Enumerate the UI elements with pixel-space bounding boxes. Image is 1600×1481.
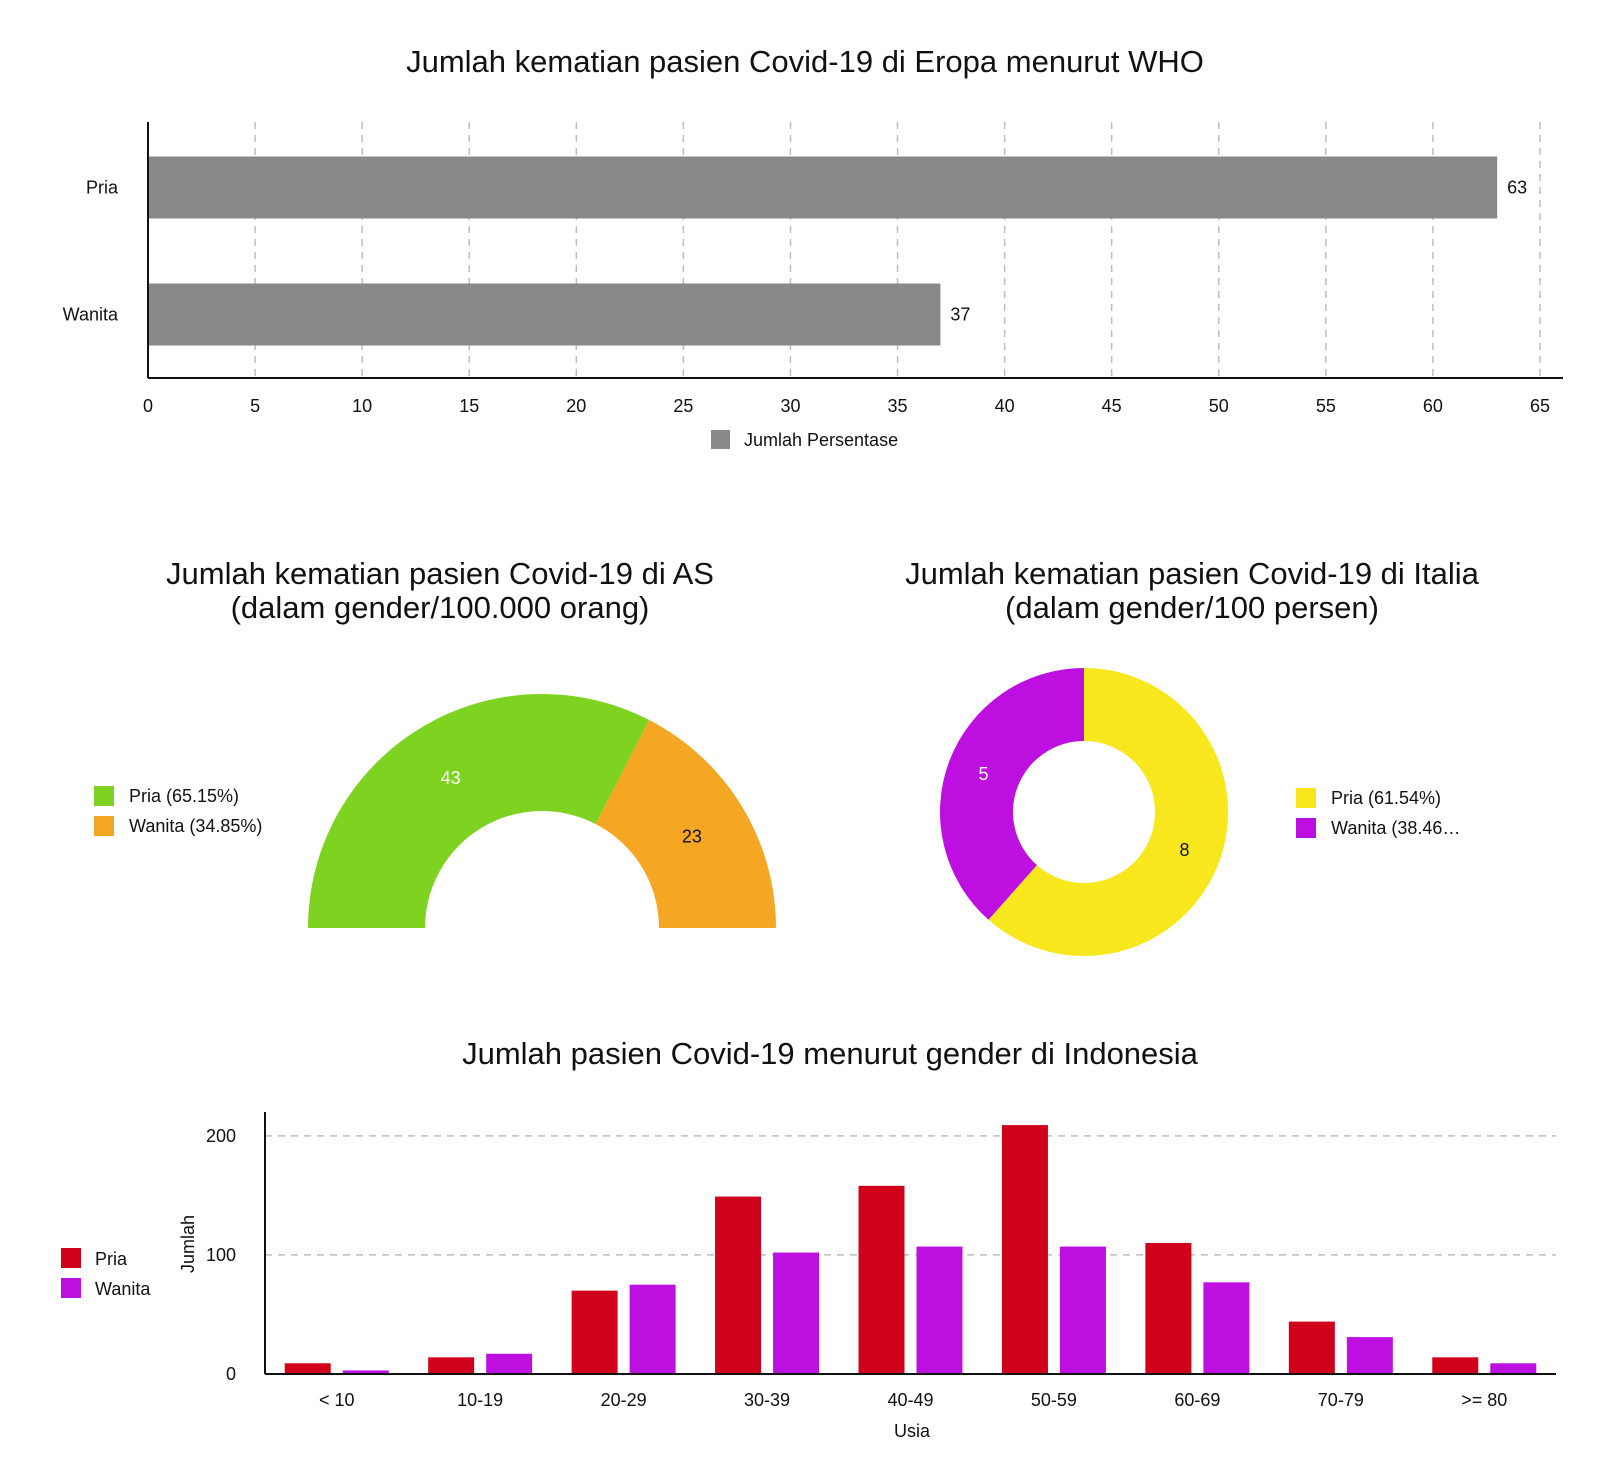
indonesia-bar-wanita xyxy=(1346,1337,1393,1374)
indonesia-x-tick-label: 60-69 xyxy=(1174,1390,1220,1410)
indonesia-x-tick-label: 70-79 xyxy=(1318,1390,1364,1410)
as-legend-pria: Pria (65.15%) xyxy=(129,786,239,806)
europe-chart-title: Jumlah kematian pasien Covid-19 di Eropa… xyxy=(406,44,1204,79)
europe-data-label: 63 xyxy=(1507,178,1527,198)
italia-chart-subtitle: (dalam gender/100 persen) xyxy=(1005,590,1379,625)
indonesia-legend-swatch-wanita xyxy=(61,1278,81,1298)
italia-slices: 85 xyxy=(940,668,1228,957)
indonesia-x-tick-label: 40-49 xyxy=(887,1390,933,1410)
indonesia-bar-pria xyxy=(284,1363,331,1374)
europe-bar-pria xyxy=(148,156,1498,219)
indonesia-y-axis-label: Jumlah xyxy=(178,1215,198,1273)
indonesia-bar-wanita xyxy=(916,1246,963,1374)
europe-legend: Jumlah Persentase xyxy=(711,430,898,450)
europe-x-tick-label: 40 xyxy=(995,396,1015,416)
as-legend-swatch-pria xyxy=(94,786,114,806)
indonesia-x-axis-label: Usia xyxy=(894,1421,931,1441)
europe-legend-label: Jumlah Persentase xyxy=(744,430,898,450)
europe-x-tick-label: 45 xyxy=(1102,396,1122,416)
indonesia-bar-wanita xyxy=(773,1252,820,1374)
indonesia-x-ticks: < 10 10-19 20-29 30-39 40-49 50-59 60-69 70-79 >… xyxy=(319,1390,1507,1410)
as-legend: Pria (65.15%) Wanita (34.85%) xyxy=(94,786,262,836)
italia-legend: Pria (61.54%) Wanita (38.46… xyxy=(1296,788,1460,838)
europe-x-tick-label: 15 xyxy=(459,396,479,416)
indonesia-x-tick-label: 30-39 xyxy=(744,1390,790,1410)
italia-legend-swatch-wanita xyxy=(1296,818,1316,838)
italia-slice-label: 8 xyxy=(1180,840,1190,860)
indonesia-bar-pria xyxy=(715,1196,762,1374)
indonesia-legend-swatch-pria xyxy=(61,1248,81,1268)
indonesia-bar-wanita xyxy=(1203,1282,1250,1374)
indonesia-y-ticks: 0 100 200 xyxy=(206,1126,236,1384)
indonesia-legend: Pria Wanita xyxy=(61,1248,151,1299)
as-slice-pria xyxy=(308,694,650,928)
as-chart-title: Jumlah kematian pasien Covid-19 di AS xyxy=(166,556,714,591)
europe-category-labels: Pria Wanita xyxy=(63,178,119,325)
indonesia-bar-wanita xyxy=(1490,1363,1537,1374)
as-slice-wanita xyxy=(595,720,776,928)
as-slices: 43 23 xyxy=(308,694,776,928)
indonesia-bars xyxy=(284,1125,1537,1374)
italia-chart-title: Jumlah kematian pasien Covid-19 di Itali… xyxy=(905,556,1480,591)
italia-chart: Jumlah kematian pasien Covid-19 di Itali… xyxy=(905,556,1480,957)
indonesia-chart: Jumlah pasien Covid-19 menurut gender di… xyxy=(61,1036,1556,1441)
europe-category-label: Pria xyxy=(86,178,119,198)
europe-x-tick-label: 10 xyxy=(352,396,372,416)
indonesia-bar-pria xyxy=(428,1357,475,1374)
indonesia-legend-wanita: Wanita xyxy=(95,1279,151,1299)
indonesia-bar-pria xyxy=(858,1185,905,1374)
as-slice-label: 43 xyxy=(441,768,461,788)
as-chart-subtitle: (dalam gender/100.000 orang) xyxy=(231,590,650,625)
italia-legend-swatch-pria xyxy=(1296,788,1316,808)
europe-category-label: Wanita xyxy=(63,305,119,325)
indonesia-x-tick-label: < 10 xyxy=(319,1390,355,1410)
indonesia-x-tick-label: 50-59 xyxy=(1031,1390,1077,1410)
as-legend-wanita: Wanita (34.85%) xyxy=(129,816,262,836)
europe-x-tick-label: 50 xyxy=(1209,396,1229,416)
indonesia-y-tick-label: 100 xyxy=(206,1245,236,1265)
indonesia-bar-pria xyxy=(1145,1243,1192,1374)
indonesia-bar-wanita xyxy=(486,1353,533,1374)
italia-slice-wanita xyxy=(940,668,1084,920)
indonesia-y-tick-label: 0 xyxy=(226,1364,236,1384)
europe-bars xyxy=(148,156,1498,346)
italia-slice-label: 5 xyxy=(978,764,988,784)
europe-data-label: 37 xyxy=(950,305,970,325)
as-legend-swatch-wanita xyxy=(94,816,114,836)
europe-x-tick-label: 20 xyxy=(566,396,586,416)
as-slice-label: 23 xyxy=(682,827,702,847)
indonesia-bar-wanita xyxy=(1059,1246,1106,1374)
europe-legend-swatch xyxy=(711,430,730,449)
italia-slice-pria xyxy=(988,668,1228,957)
indonesia-bar-wanita xyxy=(629,1284,676,1374)
europe-x-ticks: 0 5 10 15 20 25 30 35 40 45 50 55 60 65 xyxy=(143,396,1550,416)
italia-legend-wanita: Wanita (38.46… xyxy=(1331,818,1460,838)
indonesia-x-tick-label: >= 80 xyxy=(1461,1390,1507,1410)
europe-x-tick-label: 60 xyxy=(1423,396,1443,416)
europe-x-tick-label: 5 xyxy=(250,396,260,416)
indonesia-y-tick-label: 200 xyxy=(206,1126,236,1146)
europe-x-tick-label: 35 xyxy=(888,396,908,416)
europe-data-labels: 63 37 xyxy=(950,178,1527,325)
europe-x-tick-label: 55 xyxy=(1316,396,1336,416)
europe-bar-wanita xyxy=(148,283,941,346)
europe-x-tick-label: 30 xyxy=(780,396,800,416)
indonesia-bar-wanita xyxy=(342,1370,389,1374)
indonesia-bar-pria xyxy=(1001,1125,1048,1374)
europe-chart: Jumlah kematian pasien Covid-19 di Eropa… xyxy=(63,44,1563,450)
italia-legend-pria: Pria (61.54%) xyxy=(1331,788,1441,808)
europe-x-tick-label: 65 xyxy=(1530,396,1550,416)
indonesia-chart-title: Jumlah pasien Covid-19 menurut gender di… xyxy=(462,1036,1199,1071)
europe-x-tick-label: 25 xyxy=(673,396,693,416)
indonesia-gridlines xyxy=(265,1135,1556,1256)
indonesia-x-tick-label: 20-29 xyxy=(601,1390,647,1410)
europe-x-tick-label: 0 xyxy=(143,396,153,416)
indonesia-bar-pria xyxy=(1288,1321,1335,1374)
indonesia-x-tick-label: 10-19 xyxy=(457,1390,503,1410)
indonesia-legend-pria: Pria xyxy=(95,1249,128,1269)
indonesia-bar-pria xyxy=(571,1290,618,1374)
indonesia-bar-pria xyxy=(1432,1357,1479,1374)
as-chart: Jumlah kematian pasien Covid-19 di AS (d… xyxy=(94,556,776,928)
